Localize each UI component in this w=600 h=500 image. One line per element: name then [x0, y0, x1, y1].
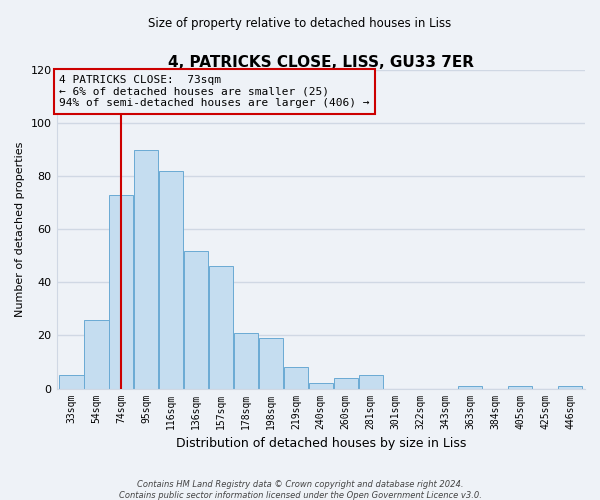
Text: 4 PATRICKS CLOSE:  73sqm
← 6% of detached houses are smaller (25)
94% of semi-de: 4 PATRICKS CLOSE: 73sqm ← 6% of detached…: [59, 75, 370, 108]
Bar: [359, 376, 383, 388]
Bar: [85, 320, 109, 388]
Bar: [109, 195, 133, 388]
Bar: [458, 386, 482, 388]
Bar: [334, 378, 358, 388]
Bar: [59, 376, 83, 388]
Bar: [134, 150, 158, 388]
Bar: [234, 333, 258, 388]
Text: Contains HM Land Registry data © Crown copyright and database right 2024.
Contai: Contains HM Land Registry data © Crown c…: [119, 480, 481, 500]
Bar: [308, 383, 333, 388]
Title: 4, PATRICKS CLOSE, LISS, GU33 7ER: 4, PATRICKS CLOSE, LISS, GU33 7ER: [168, 55, 474, 70]
Bar: [558, 386, 582, 388]
Text: Size of property relative to detached houses in Liss: Size of property relative to detached ho…: [148, 18, 452, 30]
Bar: [259, 338, 283, 388]
X-axis label: Distribution of detached houses by size in Liss: Distribution of detached houses by size …: [176, 437, 466, 450]
Bar: [159, 171, 183, 388]
Bar: [184, 250, 208, 388]
Bar: [284, 368, 308, 388]
Bar: [508, 386, 532, 388]
Y-axis label: Number of detached properties: Number of detached properties: [15, 142, 25, 317]
Bar: [209, 266, 233, 388]
